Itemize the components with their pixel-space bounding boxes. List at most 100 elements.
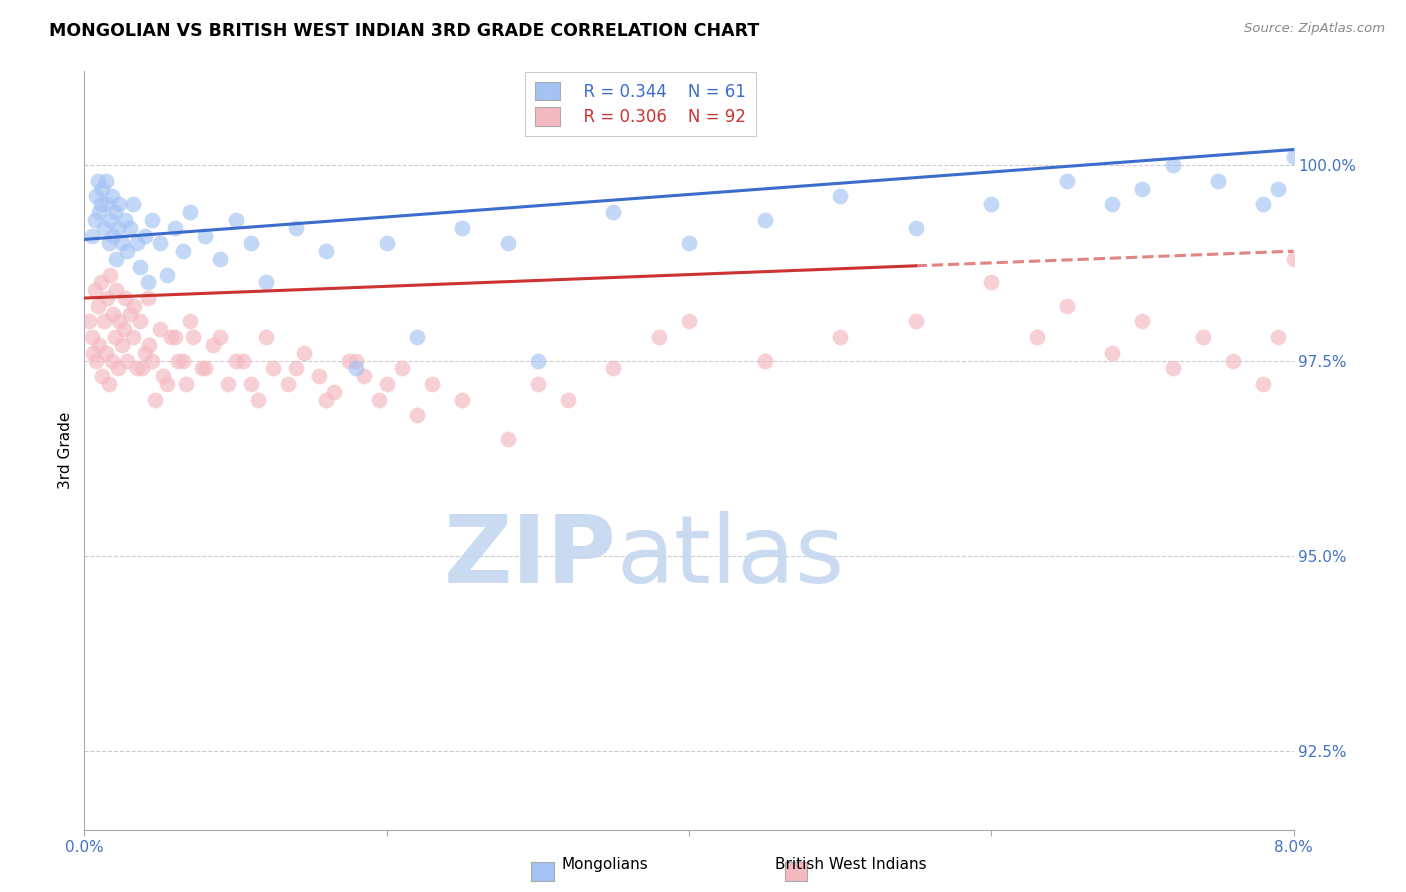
Point [277,377,299,392]
Point [754,212,776,227]
Point [225,212,247,227]
Point [179,314,201,328]
Point [165,220,187,235]
Point [115,244,138,259]
Point [118,307,141,321]
Point [114,291,136,305]
Point [100,189,122,203]
Point [191,361,214,376]
Point [602,205,624,219]
Text: Source: ZipAtlas.com: Source: ZipAtlas.com [1244,22,1385,36]
Point [375,377,398,392]
Point [91,369,114,384]
Point [129,260,152,274]
Point [121,197,143,211]
Point [108,314,131,328]
Point [105,283,128,297]
Point [93,220,115,235]
Point [262,361,284,376]
Point [1101,345,1123,359]
Point [82,345,104,359]
Point [527,353,550,368]
Point [1101,197,1123,211]
Point [138,338,160,352]
Point [1282,252,1305,266]
Point [111,236,134,251]
Point [167,353,190,368]
Point [105,252,128,266]
Point [247,392,270,407]
Point [239,377,262,392]
Point [97,236,120,251]
Point [678,236,700,251]
Point [87,174,110,188]
Point [134,228,156,243]
Point [284,220,308,235]
Point [648,330,671,344]
Point [94,174,117,188]
Point [145,392,167,407]
Text: atlas: atlas [616,510,845,603]
Point [1222,353,1244,368]
Point [1267,181,1289,195]
Point [115,353,138,368]
Y-axis label: 3rd Grade: 3rd Grade [58,412,73,489]
Point [217,377,239,392]
Point [1206,174,1229,188]
Point [346,353,368,368]
Point [209,252,232,266]
Point [1132,314,1154,328]
Point [89,205,111,219]
Point [1298,299,1320,313]
Point [152,369,174,384]
Point [118,220,141,235]
Point [420,377,443,392]
Point [159,330,181,344]
Point [101,307,124,321]
Point [284,361,308,376]
Point [353,369,375,384]
Point [89,338,111,352]
Point [84,283,107,297]
Point [1267,330,1289,344]
Point [129,314,152,328]
Point [156,377,179,392]
Point [1282,150,1305,164]
Point [1161,361,1184,376]
Point [451,392,474,407]
Point [100,353,122,368]
Point [496,236,519,251]
Point [346,361,368,376]
Point [322,384,344,399]
Point [678,314,700,328]
Point [86,353,108,368]
Point [91,181,114,195]
Point [121,330,143,344]
Point [225,353,247,368]
Point [337,353,360,368]
Point [141,353,163,368]
Point [201,338,224,352]
Point [77,314,100,328]
Point [1132,181,1154,195]
Point [904,220,927,235]
Point [315,244,337,259]
Point [136,276,159,290]
Point [754,353,776,368]
Point [141,212,163,227]
Point [90,197,112,211]
Point [93,314,115,328]
Point [1056,174,1078,188]
Point [830,189,852,203]
Point [315,392,337,407]
Point [1253,377,1275,392]
Point [101,228,124,243]
Point [308,369,330,384]
Point [80,330,103,344]
Point [112,322,135,336]
Point [368,392,391,407]
Point [1056,299,1078,313]
Point [1192,330,1215,344]
Point [149,236,172,251]
Point [292,345,315,359]
